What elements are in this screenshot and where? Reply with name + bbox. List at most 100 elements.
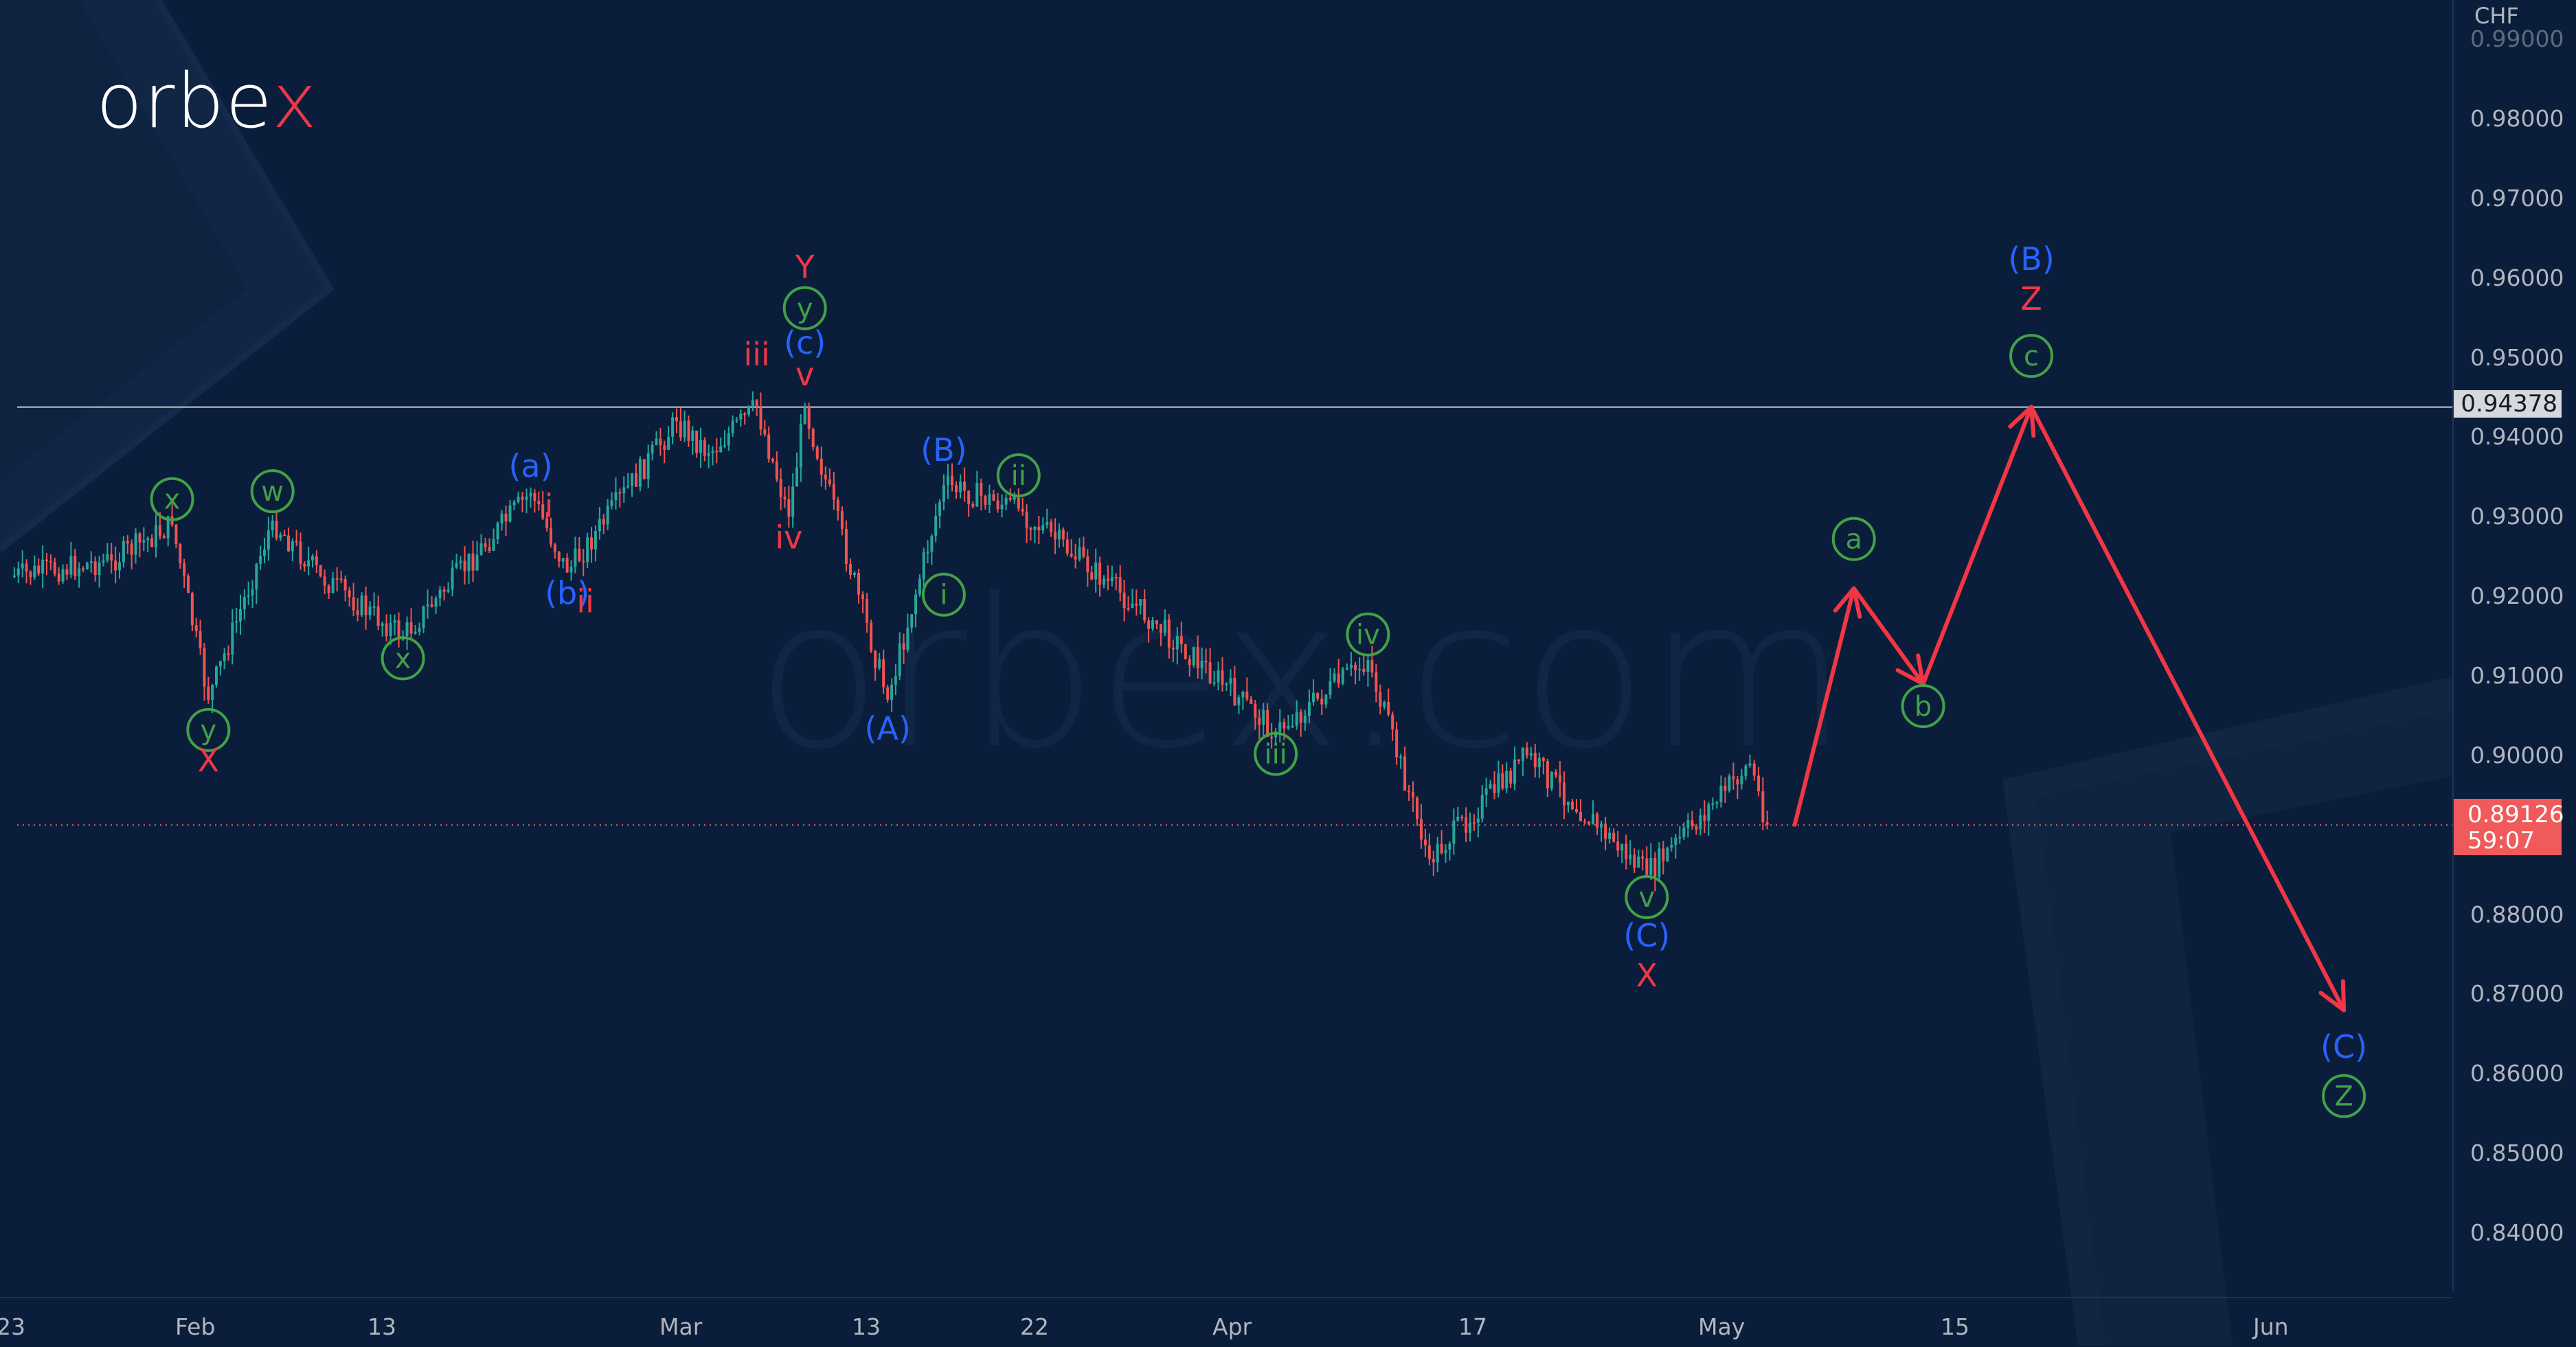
- wave-label[interactable]: i: [921, 572, 966, 617]
- wave-label[interactable]: a: [1831, 517, 1876, 561]
- svg-text:ii: ii: [576, 582, 594, 620]
- wave-label[interactable]: iii: [743, 336, 769, 373]
- wave-label[interactable]: v: [1625, 875, 1669, 920]
- svg-text:a: a: [1845, 524, 1862, 556]
- price-tick: 0.99000: [2470, 25, 2564, 53]
- svg-text:X: X: [1636, 957, 1658, 994]
- svg-text:(B): (B): [2008, 240, 2054, 278]
- svg-text:y: y: [797, 293, 813, 325]
- svg-text:w: w: [261, 476, 284, 508]
- wave-label[interactable]: ii: [996, 453, 1041, 497]
- svg-text:x: x: [395, 643, 411, 675]
- wave-label[interactable]: X: [198, 742, 220, 779]
- price-tick: 0.97000: [2470, 184, 2564, 212]
- price-tick: 0.92000: [2470, 582, 2564, 610]
- forecast-arrows: [1792, 405, 2347, 1012]
- price-tick: 0.87000: [2470, 980, 2564, 1008]
- wave-label[interactable]: b: [1901, 683, 1945, 728]
- wave-label[interactable]: iii: [1254, 732, 1298, 776]
- svg-text:b: b: [1914, 691, 1932, 723]
- wave-label[interactable]: w: [250, 469, 295, 514]
- candle-countdown: 59:07: [2467, 827, 2535, 854]
- current-price-label: 0.89126 59:07: [2454, 799, 2564, 855]
- svg-text:X: X: [198, 742, 220, 779]
- wave-label[interactable]: (C): [2320, 1028, 2367, 1065]
- svg-text:Z: Z: [2020, 280, 2042, 317]
- wave-label[interactable]: c: [2009, 334, 2054, 378]
- logo-x-accent: x: [272, 57, 319, 145]
- time-tick: 15: [1941, 1313, 1969, 1340]
- svg-text:(C): (C): [2320, 1028, 2367, 1065]
- wave-label[interactable]: X: [1636, 957, 1658, 994]
- orbex-logo: orbex: [96, 63, 318, 139]
- price-tick: 0.88000: [2470, 901, 2564, 928]
- wave-label[interactable]: Z: [2020, 280, 2042, 317]
- price-tick: 0.85000: [2470, 1140, 2564, 1167]
- price-tick: 0.84000: [2470, 1219, 2564, 1247]
- svg-text:y: y: [200, 715, 216, 747]
- time-tick: 13: [852, 1313, 881, 1340]
- wave-label[interactable]: y: [782, 286, 827, 330]
- wave-label[interactable]: x: [150, 477, 194, 521]
- svg-text:iv: iv: [775, 519, 802, 556]
- wave-label[interactable]: (b): [545, 575, 589, 612]
- time-tick: 17: [1458, 1313, 1487, 1340]
- svg-text:(b): (b): [545, 575, 589, 612]
- time-tick: Jun: [2253, 1313, 2289, 1340]
- time-tick: 23: [0, 1313, 25, 1340]
- time-tick: 22: [1020, 1313, 1049, 1340]
- svg-text:v: v: [795, 356, 814, 393]
- svg-text:(C): (C): [1623, 917, 1670, 954]
- watermark: orbex.com: [756, 554, 1848, 794]
- svg-text:Y: Y: [795, 249, 815, 286]
- price-tick: 0.90000: [2470, 741, 2564, 769]
- price-tick: 0.98000: [2470, 105, 2564, 132]
- wave-label[interactable]: (c): [784, 324, 826, 361]
- svg-text:x: x: [164, 484, 181, 516]
- wave-label[interactable]: x: [381, 636, 425, 681]
- level-price-label: 0.94378: [2454, 390, 2562, 418]
- svg-text:(A): (A): [865, 710, 911, 747]
- time-tick: 13: [368, 1313, 396, 1340]
- price-tick: 0.95000: [2470, 343, 2564, 371]
- svg-text:iii: iii: [1264, 738, 1287, 770]
- svg-text:iii: iii: [743, 336, 769, 373]
- svg-text:Z: Z: [2334, 1081, 2353, 1113]
- price-tick: 0.91000: [2470, 662, 2564, 690]
- wave-labels: xyXwx(a)i(b)iiiiiYy(c)viv(A)(B)iiiiiiivv…: [150, 240, 2367, 1118]
- price-tick: 0.93000: [2470, 503, 2564, 530]
- svg-text:(c): (c): [784, 324, 826, 361]
- logo-text: orbe: [96, 57, 273, 145]
- wave-label[interactable]: iv: [775, 519, 802, 556]
- wave-label[interactable]: (B): [2008, 240, 2054, 278]
- svg-text:(a): (a): [508, 447, 552, 484]
- time-tick: Feb: [175, 1313, 216, 1340]
- wave-label[interactable]: y: [186, 708, 231, 752]
- wave-label[interactable]: (A): [865, 710, 911, 747]
- wave-label[interactable]: (a): [508, 447, 552, 484]
- price-tick: 0.86000: [2470, 1060, 2564, 1087]
- wave-label[interactable]: i: [545, 487, 554, 524]
- wave-label[interactable]: Y: [795, 249, 815, 286]
- wave-label[interactable]: v: [795, 356, 814, 393]
- time-tick: May: [1698, 1313, 1745, 1340]
- wave-label[interactable]: ii: [576, 582, 594, 620]
- wave-label[interactable]: (B): [920, 431, 967, 468]
- svg-text:iv: iv: [1356, 620, 1380, 651]
- time-axis[interactable]: 23 Feb 13 Mar 13 22 Apr 17 May 15 Jun: [0, 1297, 2452, 1347]
- price-tick: 0.94000: [2470, 423, 2564, 451]
- currency-label: CHF: [2474, 3, 2519, 29]
- svg-text:(B): (B): [920, 431, 967, 468]
- candlesticks: [12, 391, 1769, 892]
- price-axis[interactable]: CHF 0.99000 0.98000 0.97000 0.96000 0.95000 0…: [2452, 0, 2576, 1291]
- wave-label[interactable]: iv: [1346, 612, 1390, 657]
- svg-text:i: i: [545, 487, 554, 524]
- svg-text:v: v: [1638, 882, 1655, 914]
- wave-label[interactable]: Z: [2322, 1074, 2366, 1118]
- wave-label[interactable]: (C): [1623, 917, 1670, 954]
- svg-text:c: c: [2024, 341, 2039, 372]
- time-tick: Apr: [1212, 1313, 1252, 1340]
